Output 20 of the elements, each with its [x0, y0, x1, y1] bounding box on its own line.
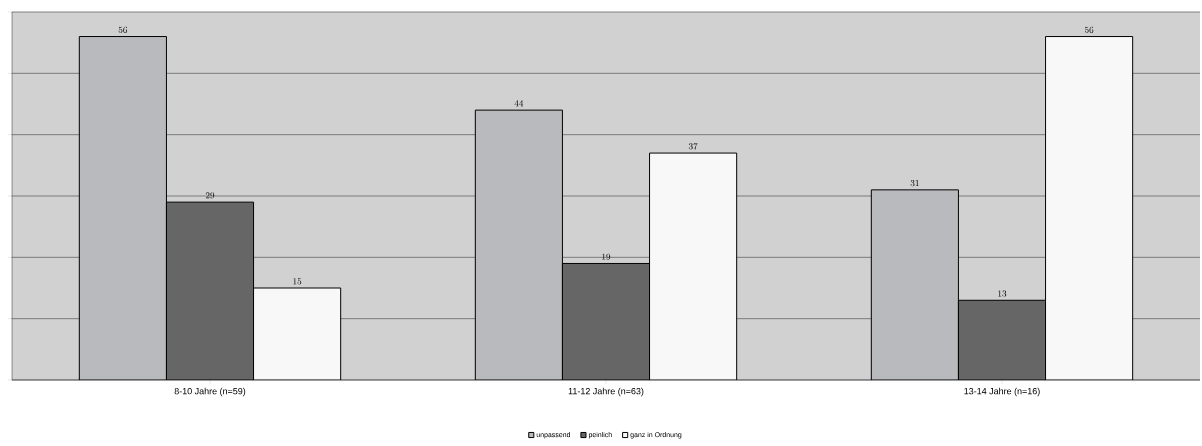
data-label: 15	[293, 278, 302, 285]
bar	[253, 287, 342, 380]
data-label: 56	[1084, 26, 1094, 33]
bar	[1045, 36, 1134, 380]
bar	[649, 152, 738, 380]
x-tick-label: 8-10 Jahre (n=59)	[174, 387, 246, 397]
bar	[957, 299, 1047, 380]
bar	[78, 36, 167, 380]
data-label: 19	[602, 253, 611, 260]
bar	[474, 109, 563, 380]
data-label: 13	[998, 290, 1007, 297]
x-tick-label: 13-14 Jahre (n=16)	[964, 387, 1040, 397]
bar	[870, 189, 959, 380]
data-label: 37	[688, 143, 698, 150]
data-label: 44	[514, 100, 524, 107]
data-label: 56	[118, 26, 128, 33]
data-label: 31	[910, 180, 919, 187]
x-tick-label: 11-12 Jahre (n=63)	[568, 387, 644, 397]
bar	[561, 262, 651, 380]
data-label: 29	[205, 192, 215, 199]
